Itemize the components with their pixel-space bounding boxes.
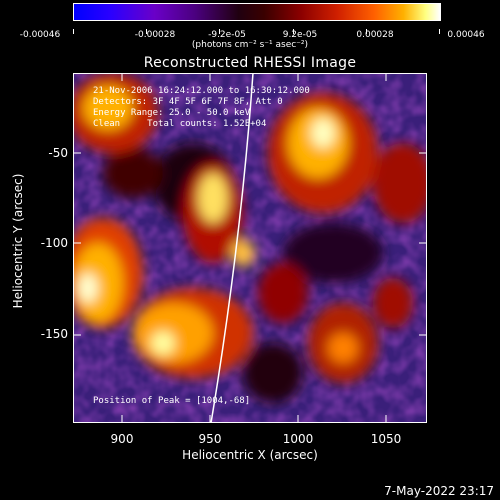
y-tick-label: -100 [40,236,68,250]
peak-position: Position of Peak = [1004,-68] [93,396,251,406]
colorbar-tick-label: -0.00028 [134,30,176,40]
heatmap-image [63,72,433,424]
timestamp: 7-May-2022 23:17 [384,484,494,498]
colorbar-tick-label: 0.00046 [447,30,485,40]
colorbar-units: (photons cm⁻² s⁻¹ asec⁻²) [191,40,309,50]
x-tick-label: 1000 [282,432,314,446]
colorbar-tick-label: 0.00028 [356,30,394,40]
colorbar [73,3,441,21]
info-energy: Energy Range: 25.0 - 50.0 keV [93,108,251,118]
plot-title: Reconstructed RHESSI Image [143,55,357,71]
colorbar-tick-label: -0.00046 [19,30,61,40]
info-clean: Clean Total counts: 1.52E+04 [93,119,267,129]
solar-limb-line [210,72,254,424]
colorbar-ticks [73,20,441,34]
x-tick-label: 950 [198,432,222,446]
info-detectors: Detectors: 3F 4F 5F 6F 7F 8F, Att 0 [93,97,283,107]
y-tick-labels: -50 -100 -150 [0,0,68,500]
colorbar-tick-label: -9.2e-05 [208,30,246,40]
colorbar-tick-label: 9.2e-05 [282,30,318,40]
y-tick-label: -50 [48,146,68,160]
image-plot [63,72,433,424]
x-tick-label: 900 [110,432,134,446]
y-tick-label: -150 [40,327,68,341]
x-axis-label: Heliocentric X (arcsec) [182,448,318,462]
x-tick-label: 1050 [370,432,402,446]
info-time: 21-Nov-2006 16:24:12.000 to 16:30:12.000 [93,86,310,96]
y-axis-label: Heliocentric Y (arcsec) [11,173,25,309]
